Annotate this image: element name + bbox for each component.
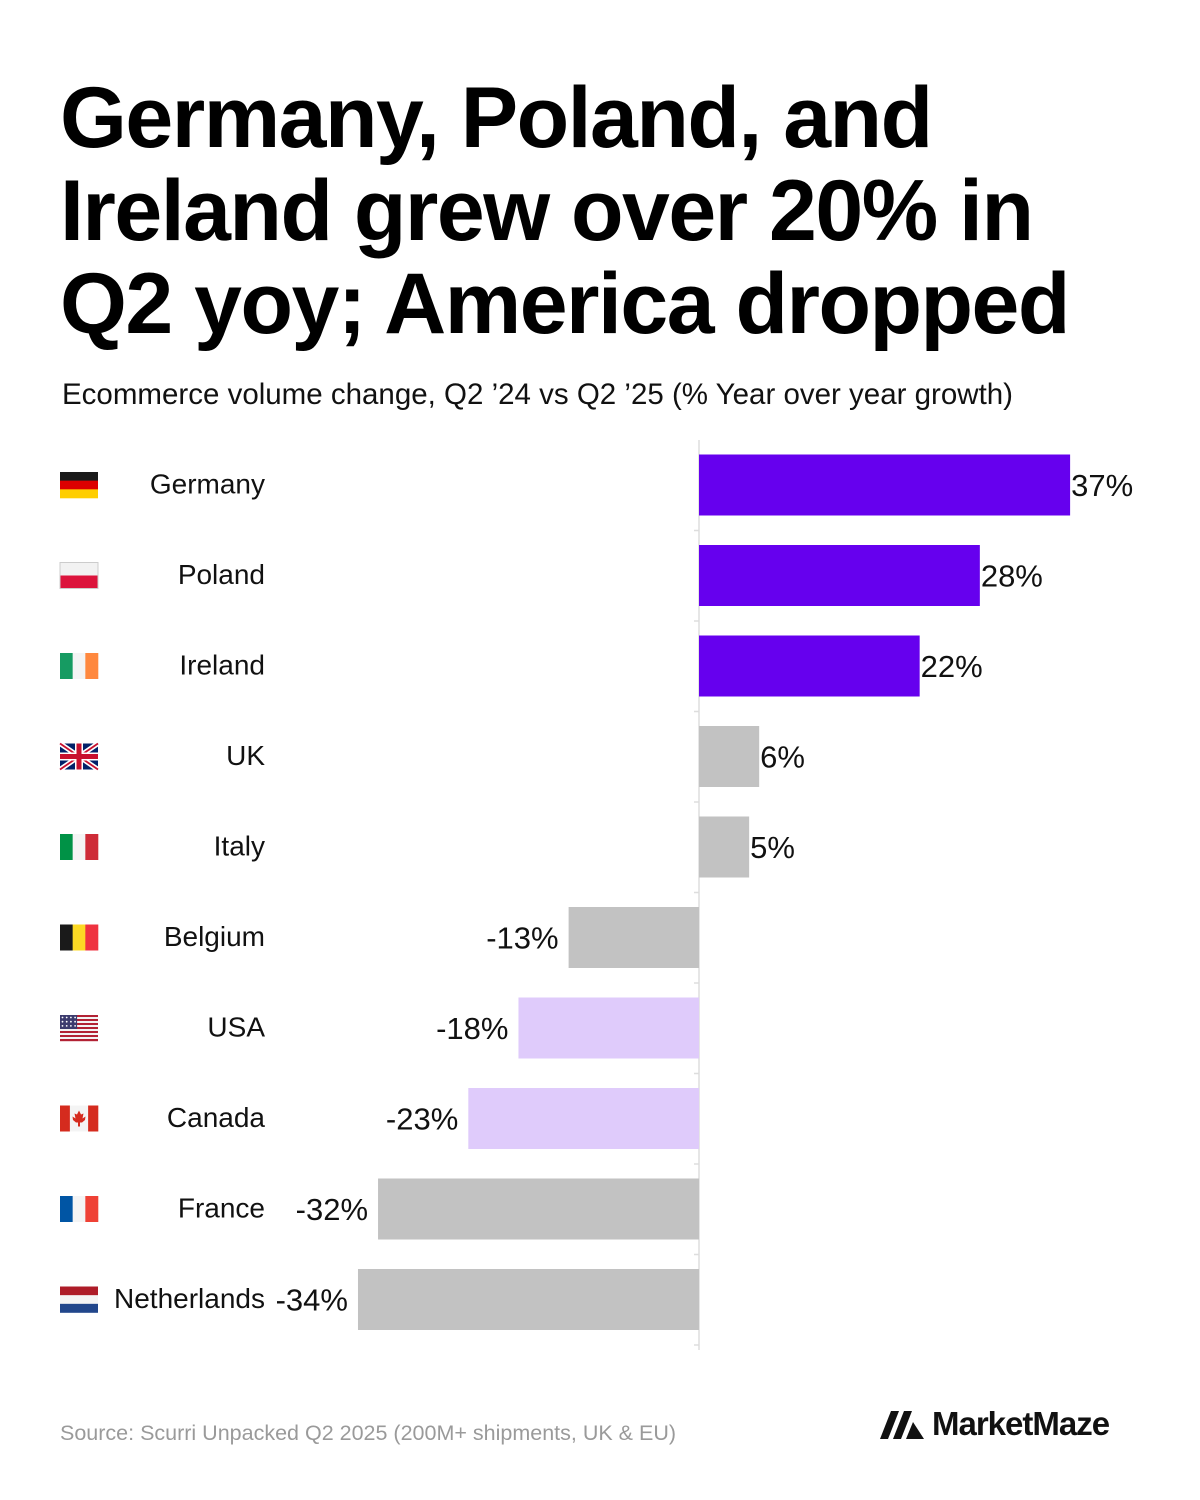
data-label: -18% [436,1011,508,1046]
flag-poland-icon [59,562,99,589]
bar [699,816,750,878]
category-label: Ireland [179,649,265,680]
flag-belgium-icon [60,924,99,951]
bar [699,454,1071,516]
category-label: Poland [178,559,265,590]
category-label: France [178,1192,265,1223]
data-label: -23% [386,1102,458,1137]
flag-netherlands-icon [60,1286,98,1313]
brand-logo: MarketMaze [880,1402,1110,1446]
data-label: 37% [1071,468,1133,503]
flag-uk-icon [58,741,100,772]
flag-ireland-icon [60,653,99,679]
data-label: -13% [486,921,558,956]
category-label: UK [226,740,265,771]
chart-title: Germany, Poland, and Ireland grew over 2… [60,70,1070,352]
data-label: 28% [981,559,1043,594]
flag-italy-icon [60,834,99,860]
flag-france-icon [60,1196,99,1222]
bar [699,635,920,697]
category-label: Canada [167,1102,266,1133]
category-label: USA [207,1011,265,1042]
bar [699,726,760,787]
bar [699,545,980,606]
data-label: 6% [760,740,805,775]
bar-chart: Germany 37% Poland 28% Ireland 22% UK 6% Italy 5%… [58,440,1133,1350]
bar [357,1269,699,1330]
flag-germany-icon [60,472,98,499]
chart-subtitle: Ecommerce volume change, Q2 ’24 vs Q2 ’2… [62,378,1014,411]
marketmaze-logo-icon [880,1411,924,1439]
bar [518,997,699,1059]
flag-usa-icon [60,1015,98,1042]
category-label: Italy [214,830,265,861]
bar [378,1178,699,1240]
source-note: Source: Scurri Unpacked Q2 2025 (200M+ s… [60,1421,677,1445]
category-label: Belgium [164,921,265,952]
data-label: 22% [921,649,983,684]
data-label: -34% [276,1283,348,1318]
category-label: Germany [150,468,265,499]
bar [568,907,699,968]
category-label: Netherlands [114,1283,265,1314]
data-label: 5% [750,830,795,865]
bar [468,1088,699,1149]
flag-canada-icon [60,1105,99,1132]
brand-name: MarketMaze [932,1405,1110,1442]
data-label: -32% [296,1192,368,1227]
